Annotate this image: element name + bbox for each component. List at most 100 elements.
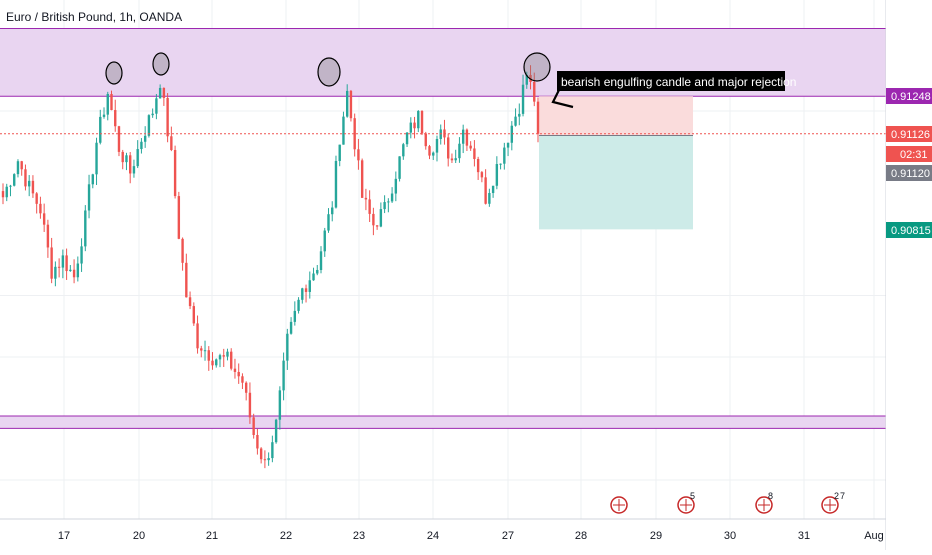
candle-body	[244, 382, 248, 393]
candle-body	[342, 116, 345, 145]
candle-body	[69, 269, 72, 272]
candle-body	[84, 210, 87, 247]
candle-body	[27, 180, 31, 187]
candle-body	[99, 116, 102, 143]
candle-body	[316, 269, 319, 274]
zone-layer	[0, 28, 886, 429]
candle-body	[42, 213, 46, 225]
candle-body	[488, 193, 491, 204]
candle-body	[188, 297, 192, 307]
x-tick-label: 20	[133, 530, 145, 542]
candle-body	[394, 178, 398, 194]
candle-body	[241, 376, 244, 383]
candle-body	[230, 351, 233, 369]
candle-body	[312, 273, 315, 281]
candle-body	[263, 459, 267, 461]
candle-body	[110, 93, 113, 111]
candle-body	[372, 213, 375, 226]
stop-entry-price-label: 0.91120	[891, 168, 930, 180]
candle-body	[499, 163, 502, 165]
annotation-callout[interactable]: bearish engulfing candle and major rejec…	[557, 71, 796, 91]
candle-body	[286, 333, 289, 361]
position-tool[interactable]	[539, 96, 693, 230]
candle-body	[5, 186, 8, 198]
candle-body	[387, 201, 390, 203]
candle-body	[248, 392, 252, 418]
candle-body	[432, 152, 435, 156]
x-tick-label: 21	[206, 530, 218, 542]
candle-body	[473, 148, 476, 159]
x-tick-label: 17	[58, 530, 70, 542]
candle-body	[35, 193, 38, 204]
candle-body	[13, 174, 16, 186]
candle-body	[237, 371, 240, 377]
candle-body	[435, 138, 439, 153]
candle-body	[31, 180, 35, 194]
candle-body	[529, 74, 532, 82]
candle-body	[200, 348, 203, 351]
candle-body	[297, 299, 300, 311]
candle-body	[125, 155, 128, 163]
candle-body	[506, 142, 510, 148]
candle-body	[518, 113, 521, 117]
candle-body	[65, 255, 68, 272]
candle-body	[331, 207, 334, 215]
candle-body	[323, 230, 326, 252]
candle-body	[1, 191, 5, 198]
candle-body	[147, 115, 151, 136]
candle-body	[76, 263, 80, 278]
candle-body	[349, 90, 353, 119]
candle-body	[211, 360, 214, 366]
candle-body	[222, 355, 225, 357]
stop-entry-price-badge	[886, 165, 932, 181]
candle-body	[301, 288, 304, 300]
price-scale[interactable]: 0.91248 0.91126 02:31 0.91120 0.90815	[886, 0, 932, 550]
current-price-label: 0.91126	[891, 129, 930, 141]
x-tick-label: Aug	[864, 530, 884, 542]
candle-body	[95, 142, 98, 175]
candle-body	[20, 161, 23, 170]
candle-body	[450, 158, 454, 161]
candle-body	[461, 129, 465, 144]
swing-high-circle	[523, 52, 551, 82]
countdown-label: 02:31	[900, 149, 928, 161]
candle-body	[207, 350, 210, 361]
candle-body	[282, 360, 285, 391]
candle-layer	[1, 65, 540, 469]
candle-body	[353, 118, 356, 150]
candle-body	[465, 129, 469, 146]
upper-zone-price-label: 0.91248	[891, 91, 931, 103]
candle-body	[491, 185, 495, 194]
annotation-box	[557, 71, 785, 91]
candle-body	[132, 166, 136, 174]
candle-body	[375, 225, 379, 227]
candle-body	[80, 246, 83, 264]
candle-body	[417, 111, 420, 129]
candle-body	[61, 255, 65, 268]
candle-body	[390, 193, 394, 202]
candle-body	[308, 280, 311, 292]
symbol-title: Euro / British Pound, 1h, OANDA	[6, 10, 182, 24]
candle-body	[424, 133, 427, 147]
swing-high-circle	[317, 57, 341, 87]
candle-body	[173, 150, 177, 197]
candle-body	[409, 122, 412, 133]
x-tick-label: 31	[798, 530, 810, 542]
event-count-badge: 5	[690, 491, 695, 501]
candle-body	[158, 87, 162, 99]
candle-body	[185, 262, 188, 298]
candle-body	[360, 160, 364, 198]
candle-body	[514, 116, 517, 126]
event-count-badge: 8	[768, 491, 773, 501]
candle-body	[140, 141, 143, 150]
swing-high-circle	[105, 61, 123, 85]
price-scale-bg	[886, 0, 932, 550]
candle-body	[252, 417, 255, 435]
candle-body	[181, 238, 184, 263]
candle-body	[177, 196, 181, 239]
candle-body	[166, 97, 169, 137]
candle-body	[304, 288, 308, 292]
